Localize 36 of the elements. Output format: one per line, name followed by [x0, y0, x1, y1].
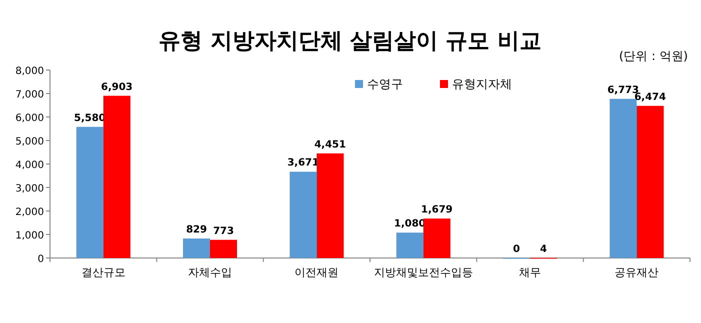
- bar: [210, 240, 237, 258]
- bar: [396, 232, 424, 258]
- y-tick-label: 2,000: [15, 207, 44, 218]
- x-tick-label: 지방채및보전수입등: [374, 266, 473, 279]
- data-label: 829: [186, 224, 207, 236]
- legend-label: 수영구: [367, 77, 403, 91]
- x-tick-label: 결산규모: [81, 266, 126, 279]
- data-label: 1,679: [421, 204, 453, 216]
- bar: [423, 218, 450, 258]
- bar: [183, 238, 210, 258]
- data-label: 4,451: [314, 139, 346, 150]
- bar: [316, 153, 344, 258]
- bar: [610, 98, 637, 258]
- data-label: 6,903: [101, 82, 133, 93]
- x-tick-label: 공유재산: [614, 266, 659, 279]
- y-tick-label: 1,000: [15, 230, 44, 242]
- x-tick-label: 채무: [519, 266, 541, 279]
- bar: [103, 96, 130, 258]
- x-tick-label: 이전재원: [294, 266, 339, 279]
- y-tick-label: 0: [38, 254, 44, 265]
- data-label: 4: [540, 244, 548, 255]
- y-tick-label: 6,000: [15, 113, 44, 124]
- y-tick-label: 4,000: [15, 160, 44, 171]
- y-tick-label: 7,000: [15, 90, 44, 100]
- bar: [636, 106, 664, 258]
- y-tick-label: 5,000: [15, 136, 44, 148]
- data-label: 0: [513, 244, 520, 255]
- y-tick-label: 3,000: [15, 184, 44, 194]
- legend-label: 유형지자체: [452, 77, 512, 91]
- data-label: 773: [213, 226, 234, 237]
- bar: [290, 172, 317, 258]
- chart-title: 유형 지방자치단체 살림살이 규모 비교: [158, 29, 542, 54]
- text: (단위 : 억원): [618, 49, 688, 63]
- x-tick-label: 자체수입: [188, 266, 232, 279]
- y-tick-label: 8,000: [15, 66, 44, 77]
- bar: [76, 126, 104, 258]
